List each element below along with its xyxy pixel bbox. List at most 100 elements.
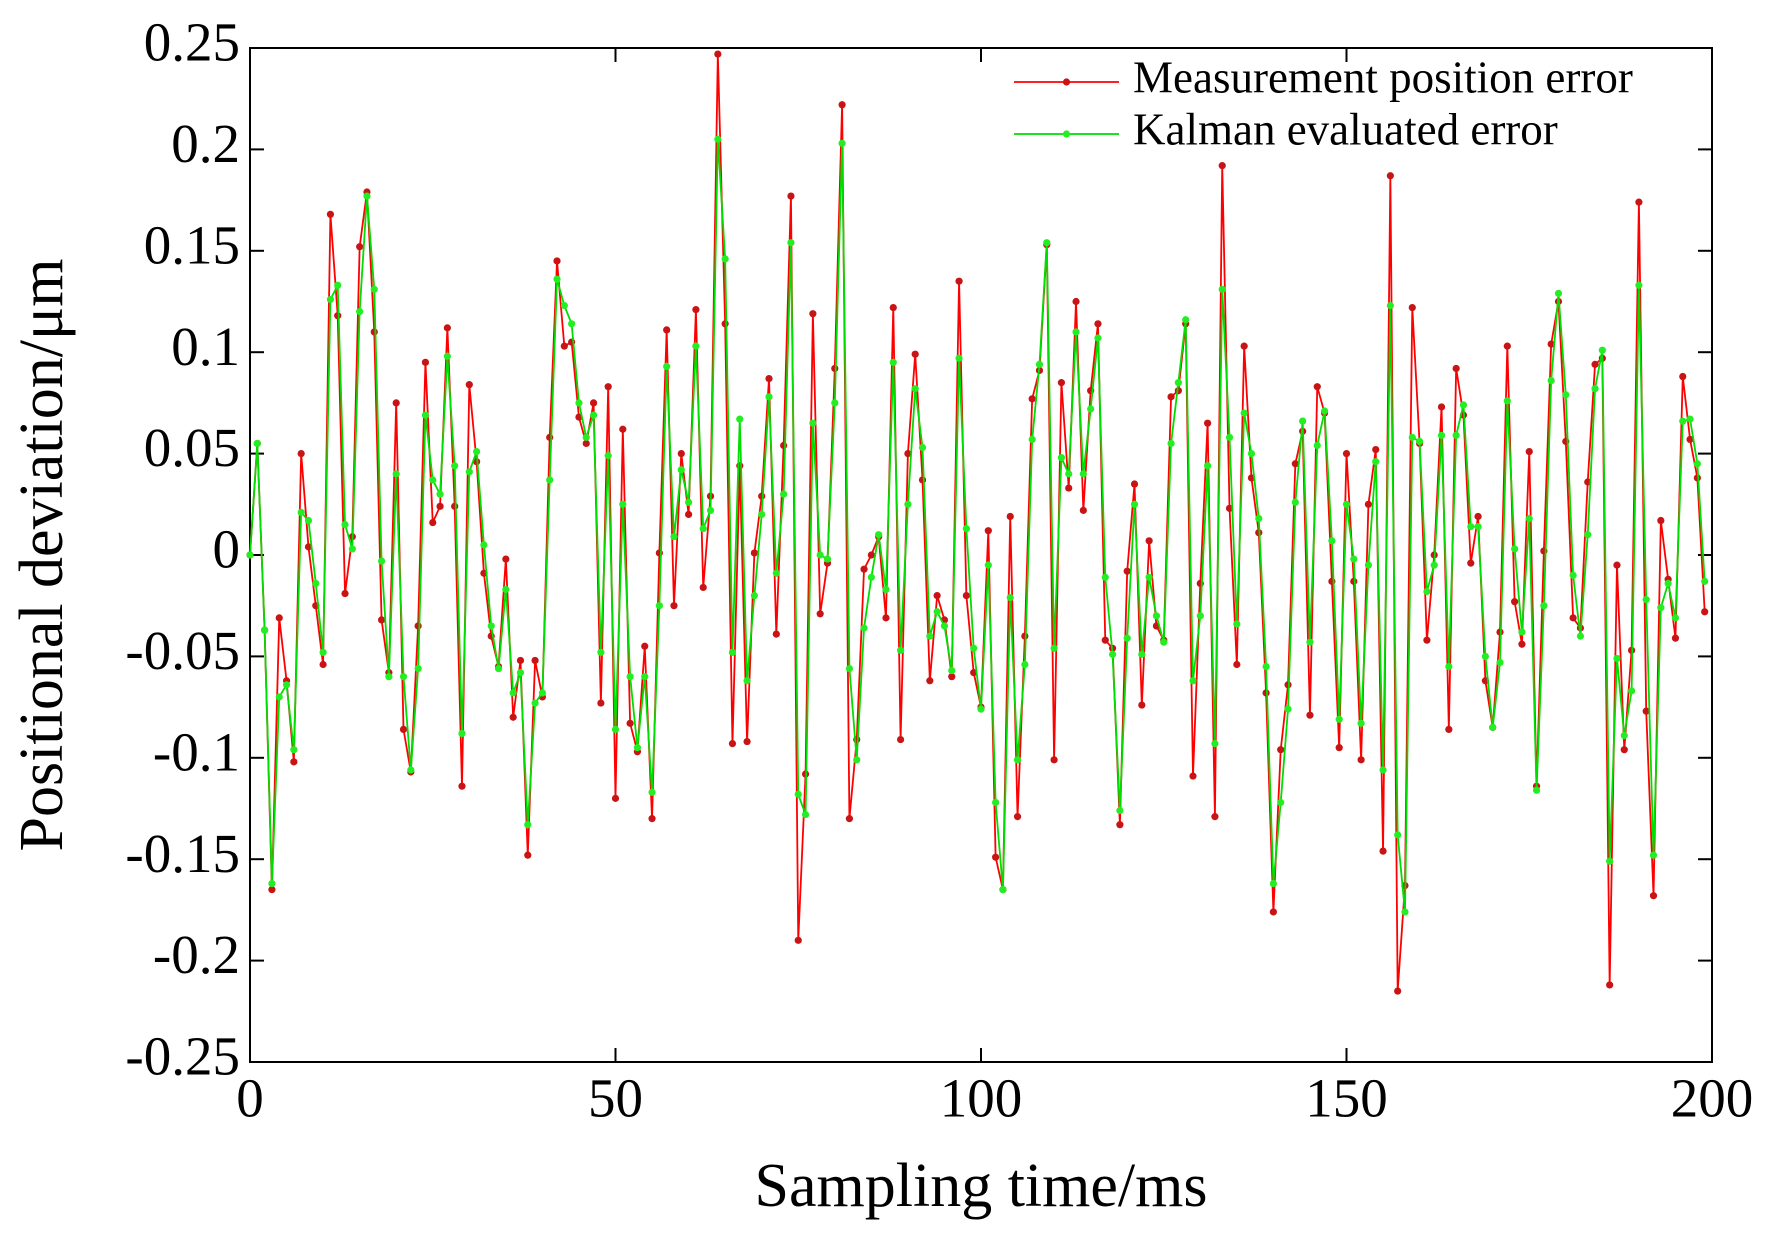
point xyxy=(619,500,627,508)
point xyxy=(1057,379,1066,387)
point xyxy=(1233,620,1241,628)
point xyxy=(1423,636,1431,644)
point xyxy=(933,608,941,616)
point xyxy=(736,415,744,423)
point xyxy=(1445,662,1453,671)
point xyxy=(363,192,371,200)
point xyxy=(626,673,634,681)
point xyxy=(268,879,276,888)
x-tick-label: 0 xyxy=(236,1068,264,1129)
point xyxy=(1145,537,1153,545)
point xyxy=(334,281,342,289)
point xyxy=(560,301,568,310)
point xyxy=(648,815,656,823)
x-axis-label: Sampling time/ms xyxy=(755,1152,1208,1220)
point xyxy=(765,374,773,383)
point xyxy=(1130,500,1139,508)
point xyxy=(531,699,539,707)
point xyxy=(553,257,561,265)
point xyxy=(641,673,649,681)
point xyxy=(1540,602,1548,610)
point xyxy=(1693,460,1701,468)
point xyxy=(1284,705,1292,713)
point xyxy=(736,462,744,470)
point xyxy=(356,308,364,316)
point xyxy=(1379,847,1387,855)
point xyxy=(1503,397,1511,405)
point xyxy=(758,510,766,519)
point xyxy=(904,450,912,458)
point xyxy=(1657,604,1665,612)
point xyxy=(853,756,861,764)
point xyxy=(370,285,378,293)
point xyxy=(502,585,510,594)
point xyxy=(1606,981,1614,989)
point xyxy=(1342,450,1351,458)
point xyxy=(655,602,663,610)
point xyxy=(290,746,298,754)
point xyxy=(1701,577,1709,585)
point xyxy=(312,579,320,587)
point xyxy=(1189,677,1197,685)
point xyxy=(765,393,773,401)
point xyxy=(1679,417,1687,425)
point xyxy=(1437,403,1446,411)
point xyxy=(341,589,349,598)
point xyxy=(780,490,788,498)
point xyxy=(1686,435,1694,444)
point xyxy=(414,664,422,673)
point xyxy=(1291,460,1299,468)
point xyxy=(699,583,707,592)
point xyxy=(1072,297,1080,306)
point xyxy=(1467,559,1475,567)
point xyxy=(1218,285,1226,293)
point xyxy=(1649,851,1658,859)
legend-marker xyxy=(1062,130,1071,138)
point xyxy=(326,210,335,218)
point xyxy=(1657,516,1665,525)
point xyxy=(1079,470,1087,478)
point xyxy=(1591,360,1599,368)
point xyxy=(1452,364,1460,373)
point xyxy=(604,452,612,460)
point xyxy=(706,506,715,514)
point xyxy=(1211,740,1219,748)
point xyxy=(882,614,890,622)
point xyxy=(970,644,978,652)
point xyxy=(1569,571,1577,579)
point xyxy=(1467,523,1475,531)
point xyxy=(1269,879,1277,888)
point xyxy=(1211,813,1219,821)
point xyxy=(977,705,985,713)
point xyxy=(538,689,547,697)
point xyxy=(553,275,561,283)
point xyxy=(1138,650,1146,658)
point xyxy=(1123,567,1131,575)
point xyxy=(399,725,408,734)
point xyxy=(1562,391,1570,399)
point xyxy=(670,602,678,610)
point xyxy=(772,630,780,638)
point xyxy=(1313,383,1321,391)
point xyxy=(275,614,283,622)
point xyxy=(1138,701,1146,709)
point xyxy=(458,782,466,790)
point xyxy=(1079,506,1087,514)
point xyxy=(685,510,693,519)
point xyxy=(436,490,444,498)
x-tick-label: 150 xyxy=(1305,1068,1388,1129)
point xyxy=(399,673,408,681)
point xyxy=(984,527,992,535)
point xyxy=(487,622,495,630)
point xyxy=(392,399,400,407)
point xyxy=(1496,658,1504,667)
point xyxy=(1474,523,1482,531)
point xyxy=(999,886,1007,894)
point xyxy=(1394,987,1402,995)
point xyxy=(867,573,875,581)
point xyxy=(356,243,364,251)
point xyxy=(1671,614,1680,622)
point xyxy=(451,462,459,470)
point xyxy=(1459,401,1468,409)
